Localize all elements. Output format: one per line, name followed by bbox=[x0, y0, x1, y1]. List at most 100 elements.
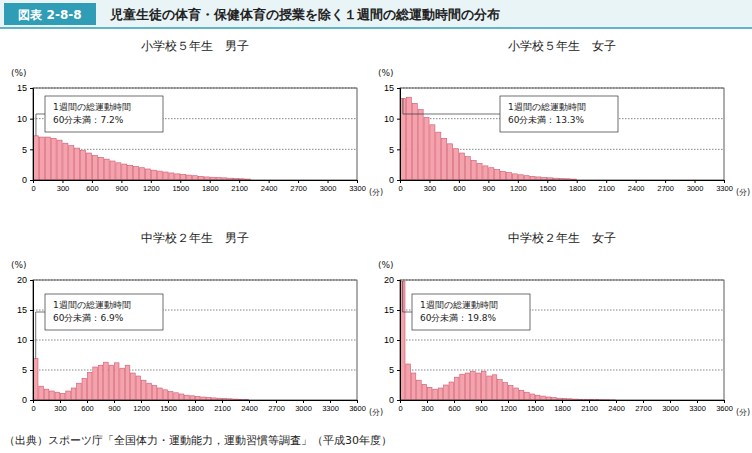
histogram-bar bbox=[524, 176, 529, 180]
x-axis-line bbox=[401, 401, 725, 404]
histogram-bar bbox=[508, 386, 513, 400]
histogram-bar bbox=[175, 174, 180, 180]
x-tick-label: 300 bbox=[57, 184, 70, 193]
histogram-bar bbox=[158, 388, 163, 400]
histogram-bar bbox=[157, 171, 162, 180]
x-tick-mark bbox=[87, 400, 88, 403]
x-tick-mark bbox=[303, 400, 304, 403]
x-tick: 3000 bbox=[295, 400, 312, 413]
histogram-bar bbox=[477, 163, 482, 180]
x-tick-mark bbox=[357, 400, 358, 403]
histogram-bar bbox=[152, 386, 157, 400]
histogram-bar bbox=[190, 396, 195, 400]
y-tick: 10 bbox=[17, 114, 33, 124]
histogram-bar bbox=[110, 161, 115, 180]
x-tick-mark bbox=[269, 180, 270, 183]
histogram-bar bbox=[495, 170, 500, 180]
y-tick-mark bbox=[30, 340, 33, 341]
histogram-bar bbox=[136, 376, 141, 400]
x-tick: 1200 bbox=[143, 180, 160, 193]
x-tick: 600 bbox=[453, 180, 466, 193]
y-tick-mark bbox=[30, 88, 33, 89]
histogram-bar bbox=[201, 397, 206, 400]
histogram-bar bbox=[483, 166, 488, 180]
x-tick-mark bbox=[92, 180, 93, 183]
x-tick-label: 2100 bbox=[214, 404, 231, 413]
x-tick-label: 1800 bbox=[569, 184, 586, 193]
y-tick-label: 20 bbox=[384, 275, 394, 285]
x-tick-mark bbox=[616, 400, 617, 403]
x-tick: 3000 bbox=[662, 400, 679, 413]
histogram-bar bbox=[120, 368, 125, 400]
x-tick-label: 600 bbox=[453, 184, 466, 193]
x-tick-label: 3300 bbox=[689, 404, 706, 413]
y-tick-label: 10 bbox=[384, 335, 394, 345]
x-tick-mark bbox=[670, 400, 671, 403]
x-tick: 1200 bbox=[500, 400, 517, 413]
x-tick: 300 bbox=[54, 400, 67, 413]
histogram-bar bbox=[33, 136, 38, 180]
x-axis-line bbox=[34, 181, 358, 184]
x-tick-label: 3600 bbox=[349, 404, 366, 413]
x-tick-label: 2100 bbox=[231, 184, 248, 193]
histogram-bar bbox=[104, 362, 109, 400]
y-tick: 10 bbox=[384, 114, 400, 124]
x-tick: 1500 bbox=[160, 400, 177, 413]
histogram-bar bbox=[60, 393, 65, 400]
histogram-bar bbox=[116, 163, 121, 180]
histogram-bar bbox=[506, 173, 511, 180]
x-tick-label: 2100 bbox=[581, 404, 598, 413]
grid-line bbox=[33, 149, 357, 150]
x-tick-mark bbox=[357, 180, 358, 183]
histogram-bar bbox=[471, 371, 476, 400]
histogram-bar bbox=[411, 373, 416, 400]
x-tick-mark bbox=[606, 180, 607, 183]
x-tick: 1500 bbox=[527, 400, 544, 413]
annotation-text: 1週間の総運動時間 bbox=[420, 300, 498, 310]
histogram-bar bbox=[417, 380, 422, 400]
y-tick: 5 bbox=[389, 145, 400, 155]
y-tick-mark bbox=[397, 400, 400, 401]
y-tick: 0 bbox=[22, 395, 33, 405]
histogram-bar bbox=[125, 365, 130, 400]
bars bbox=[400, 281, 615, 400]
histogram-bar bbox=[98, 157, 103, 180]
histogram-bar bbox=[185, 395, 190, 400]
x-tick: 900 bbox=[116, 180, 129, 193]
x-tick: 0 bbox=[398, 180, 402, 193]
histogram-bar bbox=[454, 377, 459, 400]
histogram-bar bbox=[460, 374, 465, 400]
x-tick-mark bbox=[222, 400, 223, 403]
x-tick-label: 3000 bbox=[662, 404, 679, 413]
x-tick: 2400 bbox=[261, 180, 278, 193]
annotation-leader bbox=[36, 114, 45, 136]
grid-line bbox=[400, 370, 724, 371]
y-tick-mark bbox=[397, 149, 400, 150]
histogram-bar bbox=[147, 383, 152, 400]
x-axis-title: (分) bbox=[736, 188, 750, 197]
y-tick-mark bbox=[30, 280, 33, 281]
histogram-bar bbox=[535, 395, 540, 400]
histogram-bar bbox=[55, 392, 60, 400]
chart-root: 図表 2-8-8児童生徒の体育・保健体育の授業を除く１週間の総運動時間の分布（出… bbox=[0, 0, 752, 453]
histogram-bar bbox=[518, 175, 523, 180]
x-axis: 0300600900120015001800210024002700300033… bbox=[31, 180, 365, 193]
y-tick-mark bbox=[397, 88, 400, 89]
histogram-bar bbox=[92, 155, 97, 180]
y-tick-label: 5 bbox=[389, 145, 394, 155]
x-tick-label: 2400 bbox=[608, 404, 625, 413]
histogram-bar bbox=[492, 375, 497, 400]
x-tick-label: 600 bbox=[448, 404, 461, 413]
panel-title: 小学校５年生 女子 bbox=[508, 39, 616, 53]
histogram-bar bbox=[163, 172, 168, 180]
x-tick-mark bbox=[298, 180, 299, 183]
histogram-bar bbox=[514, 388, 519, 400]
x-tick-mark bbox=[141, 400, 142, 403]
panel: 0300600900120015001800210024002700300033… bbox=[17, 275, 366, 413]
x-tick-label: 0 bbox=[31, 404, 35, 413]
histogram-bar bbox=[163, 390, 168, 400]
y-tick-label: 0 bbox=[22, 175, 27, 185]
x-tick: 3000 bbox=[320, 180, 337, 193]
panel: 0300600900120015001800210024002700300033… bbox=[17, 83, 366, 193]
histogram-bar bbox=[39, 137, 44, 180]
